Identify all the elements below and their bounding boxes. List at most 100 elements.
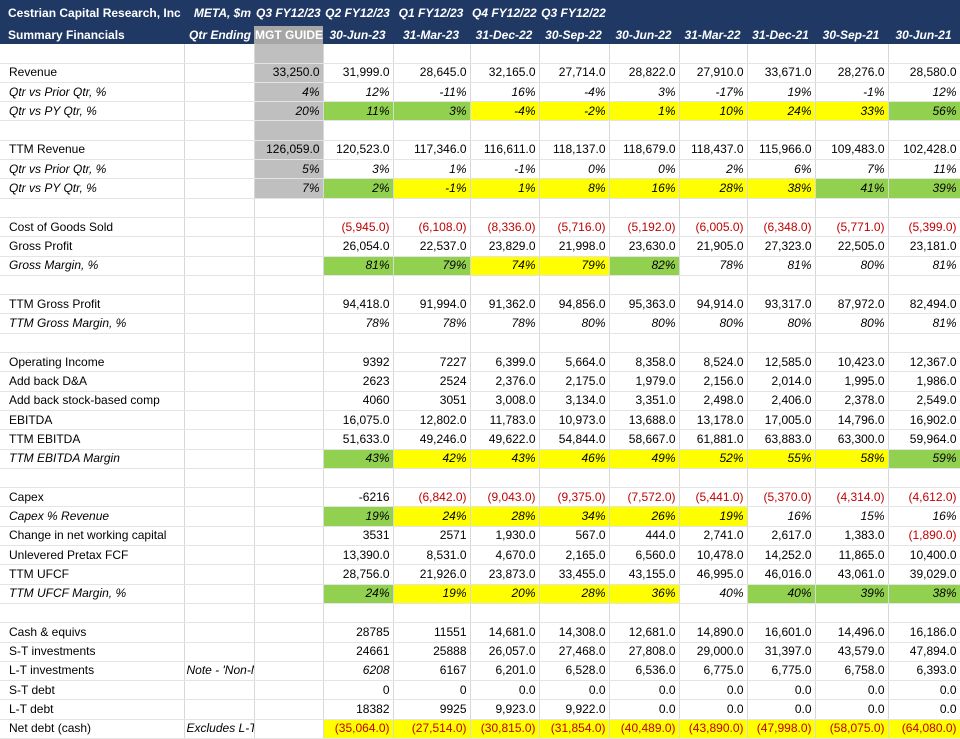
value-cell[interactable]: (5,441.0)	[679, 487, 748, 508]
note-cell[interactable]	[184, 313, 255, 334]
note-cell[interactable]	[184, 699, 255, 720]
value-cell[interactable]: 15%	[815, 506, 889, 527]
empty-cell[interactable]	[888, 44, 960, 64]
value-cell[interactable]: 0.0	[470, 680, 540, 701]
empty-cell[interactable]	[888, 198, 960, 218]
empty-cell[interactable]	[815, 198, 889, 218]
empty-cell[interactable]	[470, 603, 540, 624]
row-label[interactable]: TTM EBITDA Margin	[0, 449, 185, 469]
value-cell[interactable]: 16%	[609, 178, 680, 199]
value-cell[interactable]: 38%	[888, 584, 960, 604]
value-cell[interactable]: 16,186.0	[888, 622, 960, 643]
empty-cell[interactable]	[184, 468, 255, 489]
value-cell[interactable]: 14,252.0	[747, 545, 816, 566]
value-cell[interactable]: 14,308.0	[539, 622, 610, 643]
value-cell[interactable]: 16,601.0	[747, 622, 816, 643]
value-cell[interactable]: 117,346.0	[393, 140, 471, 161]
value-cell[interactable]: 19%	[747, 82, 816, 103]
value-cell[interactable]: 32,165.0	[470, 63, 540, 83]
empty-cell[interactable]	[888, 275, 960, 296]
value-cell[interactable]: 14,496.0	[815, 622, 889, 643]
value-cell[interactable]: 28,645.0	[393, 63, 471, 83]
value-cell[interactable]: 2,549.0	[888, 391, 960, 411]
value-cell[interactable]: 43,155.0	[609, 564, 680, 585]
empty-cell[interactable]	[609, 198, 680, 218]
value-cell[interactable]: 28,276.0	[815, 63, 889, 83]
value-cell[interactable]: 24661	[323, 642, 394, 662]
guide-cell[interactable]	[254, 217, 324, 238]
empty-cell[interactable]	[323, 275, 394, 296]
empty-cell[interactable]	[470, 198, 540, 218]
value-cell[interactable]: -1%	[393, 178, 471, 199]
note-cell[interactable]	[184, 256, 255, 276]
value-cell[interactable]: 13,390.0	[323, 545, 394, 566]
value-cell[interactable]: 41%	[815, 178, 889, 199]
value-cell[interactable]: 42%	[393, 449, 471, 469]
note-cell[interactable]: Excludes L-T Investment	[184, 719, 255, 739]
value-cell[interactable]: 95,363.0	[609, 294, 680, 315]
guide-cell[interactable]	[254, 584, 324, 604]
value-cell[interactable]: -4%	[539, 82, 610, 103]
empty-cell[interactable]	[679, 120, 748, 141]
row-label[interactable]: Qtr vs PY Qtr, %	[0, 101, 185, 122]
empty-cell[interactable]	[747, 198, 816, 218]
value-cell[interactable]: 6,399.0	[470, 352, 540, 373]
empty-cell[interactable]	[470, 44, 540, 64]
value-cell[interactable]: (5,716.0)	[539, 217, 610, 238]
value-cell[interactable]: 22,537.0	[393, 236, 471, 257]
value-cell[interactable]: 1,383.0	[815, 526, 889, 547]
row-label[interactable]: S-T investments	[0, 642, 185, 662]
value-cell[interactable]: 120,523.0	[323, 140, 394, 161]
value-cell[interactable]: 51,633.0	[323, 429, 394, 450]
value-cell[interactable]: 10,973.0	[539, 410, 610, 431]
empty-cell[interactable]	[184, 603, 255, 624]
value-cell[interactable]: 80%	[609, 313, 680, 334]
empty-cell[interactable]	[323, 468, 394, 489]
value-cell[interactable]: 24%	[747, 101, 816, 122]
value-cell[interactable]: (6,108.0)	[393, 217, 471, 238]
empty-cell[interactable]	[679, 333, 748, 354]
value-cell[interactable]: 49%	[609, 449, 680, 469]
row-label[interactable]: Operating Income	[0, 352, 185, 373]
row-label[interactable]: Unlevered Pretax FCF	[0, 545, 185, 566]
value-cell[interactable]: (47,998.0)	[747, 719, 816, 739]
value-cell[interactable]: -1%	[815, 82, 889, 103]
value-cell[interactable]: 3%	[393, 101, 471, 122]
empty-cell[interactable]	[323, 120, 394, 141]
guide-cell[interactable]: 20%	[254, 101, 324, 122]
empty-cell[interactable]	[470, 120, 540, 141]
row-label[interactable]: L-T investments	[0, 661, 185, 682]
empty-cell[interactable]	[254, 198, 324, 218]
value-cell[interactable]: 6208	[323, 661, 394, 682]
guide-cell[interactable]: 33,250.0	[254, 63, 324, 83]
guide-cell[interactable]	[254, 661, 324, 682]
note-cell[interactable]	[184, 217, 255, 238]
value-cell[interactable]: 27,714.0	[539, 63, 610, 83]
value-cell[interactable]: 26,054.0	[323, 236, 394, 257]
row-label[interactable]: L-T debt	[0, 699, 185, 720]
empty-cell[interactable]	[747, 44, 816, 64]
note-cell[interactable]	[184, 526, 255, 547]
value-cell[interactable]: 2623	[323, 371, 394, 392]
empty-cell[interactable]	[470, 468, 540, 489]
row-label[interactable]: Qtr vs PY Qtr, %	[0, 178, 185, 199]
empty-cell[interactable]	[747, 120, 816, 141]
value-cell[interactable]: 78%	[323, 313, 394, 334]
value-cell[interactable]: 28%	[679, 178, 748, 199]
note-cell[interactable]	[184, 449, 255, 469]
row-label[interactable]: Gross Profit	[0, 236, 185, 257]
value-cell[interactable]: 40%	[679, 584, 748, 604]
note-cell[interactable]	[184, 178, 255, 199]
value-cell[interactable]: 10%	[679, 101, 748, 122]
value-cell[interactable]: 8,358.0	[609, 352, 680, 373]
value-cell[interactable]: 6,201.0	[470, 661, 540, 682]
value-cell[interactable]: 26,057.0	[470, 642, 540, 662]
row-label[interactable]: Cash & equivs	[0, 622, 185, 643]
value-cell[interactable]: 91,362.0	[470, 294, 540, 315]
guide-cell[interactable]	[254, 294, 324, 315]
value-cell[interactable]: 94,856.0	[539, 294, 610, 315]
note-cell[interactable]	[184, 82, 255, 103]
empty-cell[interactable]	[888, 603, 960, 624]
value-cell[interactable]: 81%	[323, 256, 394, 276]
value-cell[interactable]: 43%	[323, 449, 394, 469]
